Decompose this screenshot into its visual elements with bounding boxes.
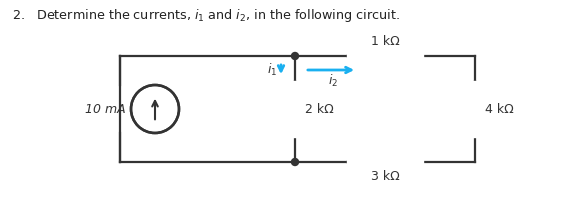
Text: 2.   Determine the currents, $i_1$ and $i_2$, in the following circuit.: 2. Determine the currents, $i_1$ and $i_… [12, 7, 400, 24]
Circle shape [292, 159, 299, 165]
Text: 4 kΩ: 4 kΩ [485, 103, 514, 116]
Circle shape [292, 52, 299, 59]
Text: $i_2$: $i_2$ [328, 73, 338, 89]
Text: 2 kΩ: 2 kΩ [305, 103, 334, 116]
Text: $i_1$: $i_1$ [267, 61, 277, 77]
Text: 3 kΩ: 3 kΩ [370, 170, 399, 183]
Text: 10 mA: 10 mA [85, 103, 126, 116]
Text: 1 kΩ: 1 kΩ [370, 35, 399, 48]
